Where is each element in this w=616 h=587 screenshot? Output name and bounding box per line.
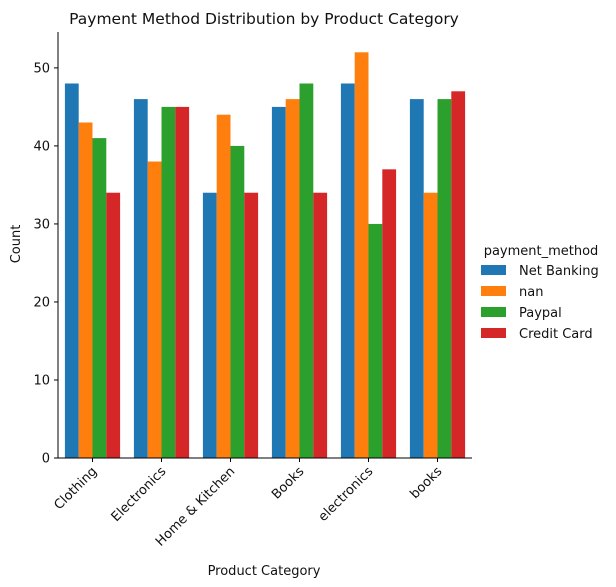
y-tick-label: 0	[42, 452, 50, 467]
x-tick-label: Electronics	[109, 464, 170, 525]
bar	[106, 192, 121, 458]
bar	[175, 106, 190, 459]
bar	[313, 192, 328, 458]
legend-title: payment_method	[484, 244, 599, 259]
bar	[230, 145, 245, 458]
y-tick-label: 40	[33, 139, 50, 154]
bar	[78, 122, 93, 458]
bar	[437, 99, 452, 458]
bar	[133, 99, 148, 458]
legend-label: Credit Card	[519, 327, 593, 342]
bar	[285, 99, 300, 458]
bar	[409, 99, 424, 458]
bar	[161, 106, 176, 459]
y-tick-label: 10	[33, 373, 50, 388]
y-axis: 0 10 20 30 40 50	[33, 32, 59, 467]
bar	[216, 114, 231, 458]
bar	[202, 192, 217, 458]
legend-swatch	[481, 307, 506, 317]
bar	[92, 138, 107, 458]
legend-swatch	[481, 328, 506, 338]
bar	[244, 192, 259, 458]
legend: payment_method Net Banking nan Paypal Credi…	[481, 244, 599, 342]
bar	[451, 91, 466, 459]
bar	[147, 161, 162, 458]
chart-title: Payment Method Distribution by Product C…	[69, 10, 459, 28]
y-tick-label: 20	[33, 295, 50, 310]
bar	[382, 169, 397, 459]
y-axis-label: Count	[9, 225, 24, 264]
legend-label: Paypal	[519, 306, 562, 321]
plot-area	[64, 52, 466, 459]
bar	[354, 52, 369, 459]
bar	[271, 106, 286, 459]
bar	[368, 223, 383, 458]
bar	[299, 83, 314, 458]
legend-swatch	[481, 265, 506, 275]
y-tick-label: 50	[33, 61, 50, 76]
legend-label: nan	[519, 285, 543, 300]
x-tick-label: Books	[269, 464, 307, 502]
bar	[64, 83, 79, 458]
x-tick-label: electronics	[316, 464, 377, 525]
bar	[340, 83, 355, 458]
x-tick-label: books	[408, 464, 446, 502]
y-tick-label: 30	[33, 217, 50, 232]
legend-swatch	[481, 286, 506, 296]
bar	[423, 192, 438, 458]
x-axis-label: Product Category	[208, 564, 321, 579]
legend-label: Net Banking	[519, 264, 599, 279]
x-tick-label: Clothing	[51, 464, 100, 513]
